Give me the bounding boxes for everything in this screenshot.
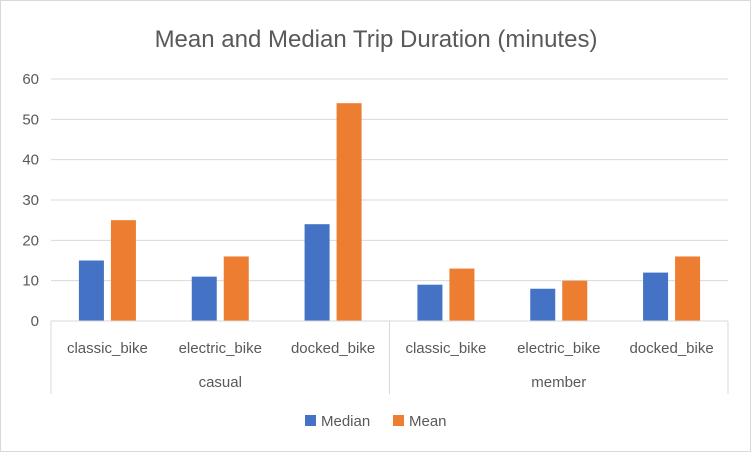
bar-median	[417, 284, 443, 321]
x-tick-label: docked_bike	[291, 340, 375, 357]
x-tick-label: classic_bike	[405, 340, 486, 357]
y-tick-label: 0	[31, 313, 39, 330]
bar-mean	[449, 268, 475, 321]
bar-median	[304, 224, 330, 321]
bar-median	[78, 260, 104, 321]
legend: Median Mean	[305, 413, 447, 430]
x-tick-label: classic_bike	[67, 340, 148, 357]
legend-label-median: Median	[321, 413, 370, 430]
bar-mean	[562, 280, 588, 321]
bar-mean	[675, 256, 701, 321]
bars	[78, 103, 701, 321]
x-tick-label: docked_bike	[629, 340, 713, 357]
bar-mean	[336, 103, 362, 321]
legend-label-mean: Mean	[409, 413, 447, 430]
bar-median	[191, 276, 217, 321]
y-tick-label: 50	[22, 111, 39, 128]
x-tick-label: electric_bike	[517, 340, 600, 357]
legend-swatch-mean	[393, 415, 404, 426]
bar-mean	[223, 256, 249, 321]
y-tick-label: 30	[22, 192, 39, 209]
bar-median	[530, 288, 556, 321]
legend-swatch-median	[305, 415, 316, 426]
y-tick-label: 10	[22, 273, 39, 290]
x-group-label: casual	[199, 374, 242, 391]
y-tick-label: 20	[22, 232, 39, 249]
bar-mean	[110, 220, 136, 321]
x-group-label: member	[531, 374, 586, 391]
bar-median	[643, 272, 669, 321]
y-tick-label: 40	[22, 152, 39, 169]
x-axis: classic_bike electric_bike docked_bike clas…	[50, 320, 729, 394]
gridlines	[51, 78, 728, 322]
chart-title: Mean and Median Trip Duration (minutes)	[155, 26, 598, 53]
y-axis-ticks: 0 10 20 30 40 50 60	[22, 71, 39, 330]
x-tick-label: electric_bike	[179, 340, 262, 357]
y-tick-label: 60	[22, 71, 39, 88]
